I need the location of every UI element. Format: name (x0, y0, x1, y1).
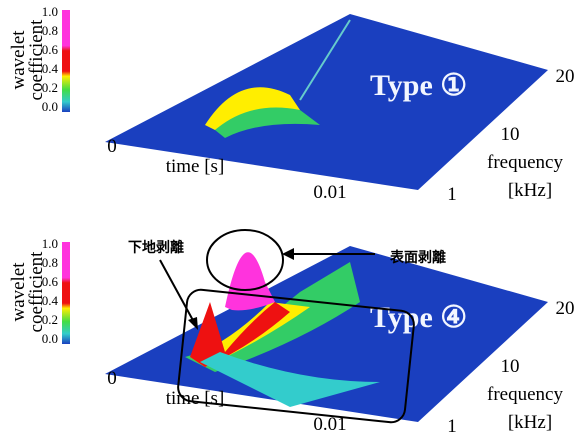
frequency-tick: 20 (556, 298, 575, 319)
frequency-tick: 20 (556, 66, 575, 87)
color-bar (62, 242, 70, 344)
panel-label: Type ④ (370, 301, 467, 334)
time-axis-label: time [s] (166, 388, 225, 409)
y-axis-label: coefficient (26, 251, 47, 333)
frequency-axis-label: [kHz] (508, 180, 552, 201)
figure: 1.00.80.60.40.20.0waveletcoefficientType… (0, 0, 588, 448)
frequency-tick: 10 (501, 124, 520, 145)
frequency-axis-label: [kHz] (508, 412, 552, 433)
time-tick: 0 (107, 368, 117, 389)
frequency-tick: 1 (447, 184, 457, 205)
color-scale-tick: 1.0 (42, 4, 58, 19)
frequency-tick: 10 (501, 356, 520, 377)
color-bar (62, 10, 70, 112)
frequency-axis-label: frequency (487, 152, 563, 173)
time-tick: 0.01 (313, 182, 346, 203)
frequency-axis-label: frequency (487, 384, 563, 405)
time-axis-label: time [s] (166, 156, 225, 177)
frequency-tick: 1 (447, 416, 457, 437)
y-axis-label: coefficient (26, 19, 47, 101)
color-scale-tick: 1.0 (42, 236, 58, 251)
time-tick: 0 (107, 136, 117, 157)
annotation: 下地剥離 (128, 239, 184, 256)
surface-peak (225, 252, 275, 310)
annotation: 表面剥離 (389, 249, 446, 266)
panel-label: Type ① (370, 69, 467, 102)
arrow (160, 260, 195, 324)
